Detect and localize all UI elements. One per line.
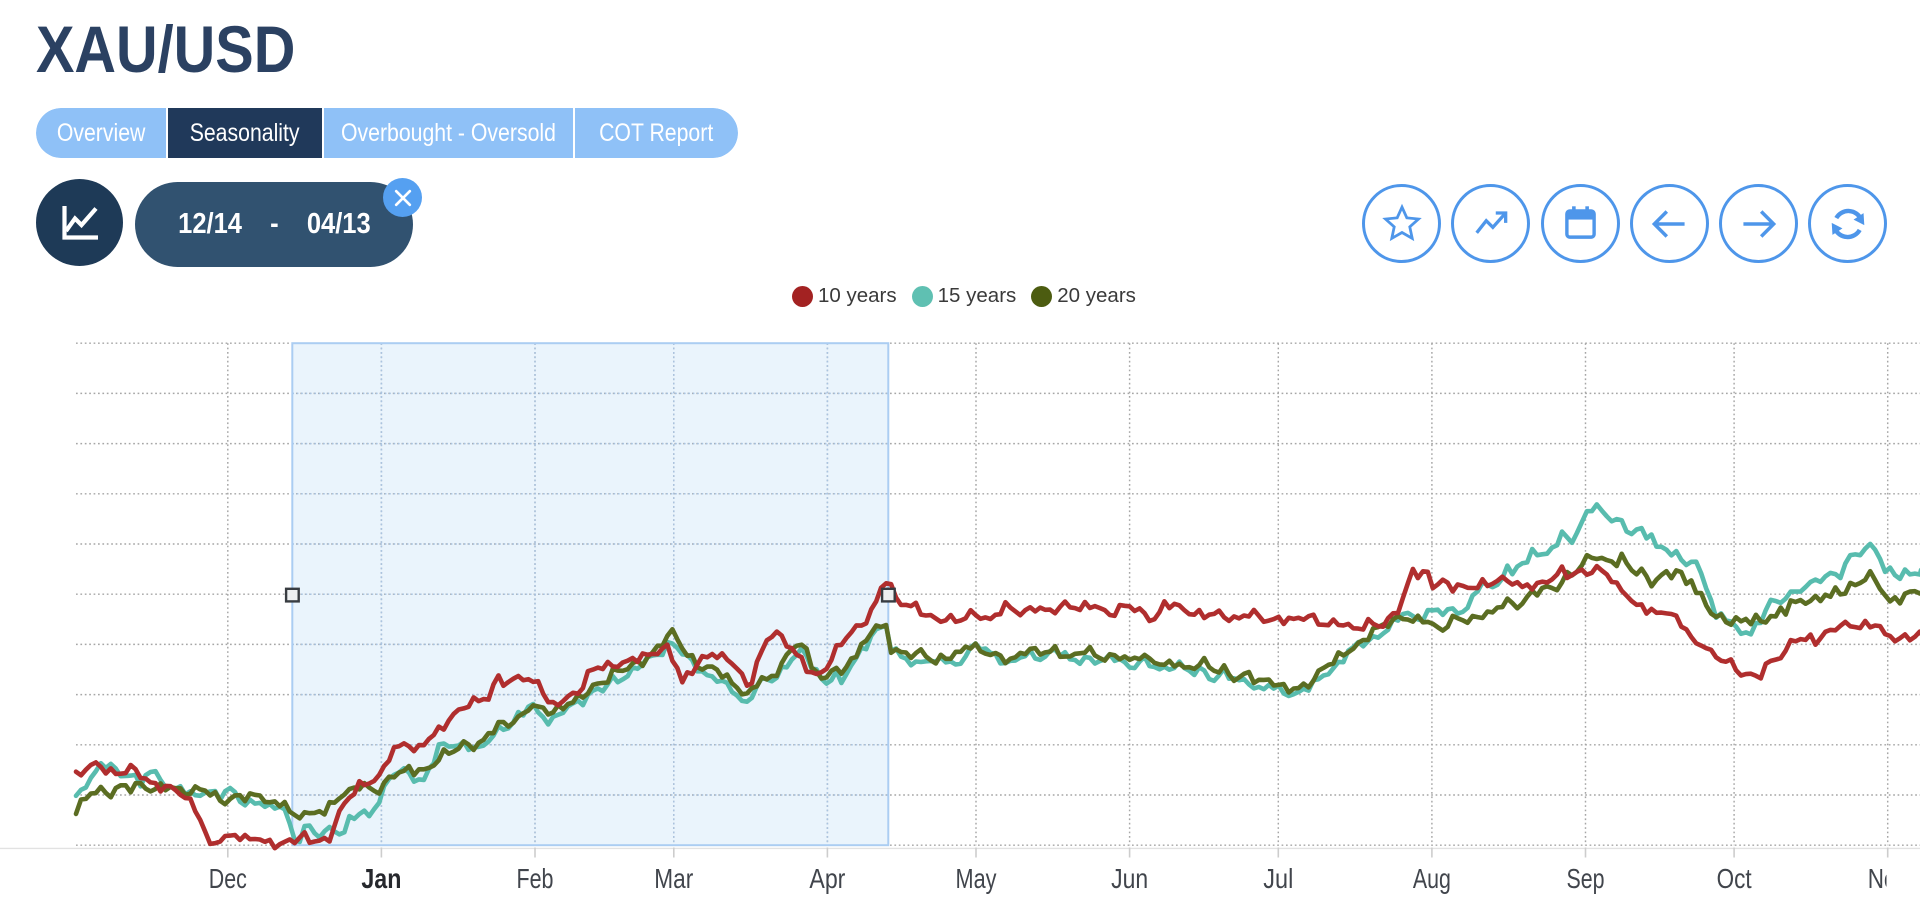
svg-text:Dec: Dec bbox=[209, 863, 247, 894]
svg-text:Oct: Oct bbox=[1717, 863, 1752, 894]
svg-text:Feb: Feb bbox=[517, 863, 554, 894]
svg-text:May: May bbox=[956, 863, 997, 894]
svg-text:Apr: Apr bbox=[809, 863, 845, 894]
svg-text:Jan: Jan bbox=[361, 863, 401, 894]
svg-text:Jun: Jun bbox=[1111, 863, 1148, 894]
svg-text:Sep: Sep bbox=[1567, 863, 1605, 894]
svg-text:Mar: Mar bbox=[654, 863, 693, 894]
svg-text:Jul: Jul bbox=[1263, 863, 1293, 894]
svg-text:Aug: Aug bbox=[1413, 863, 1451, 894]
